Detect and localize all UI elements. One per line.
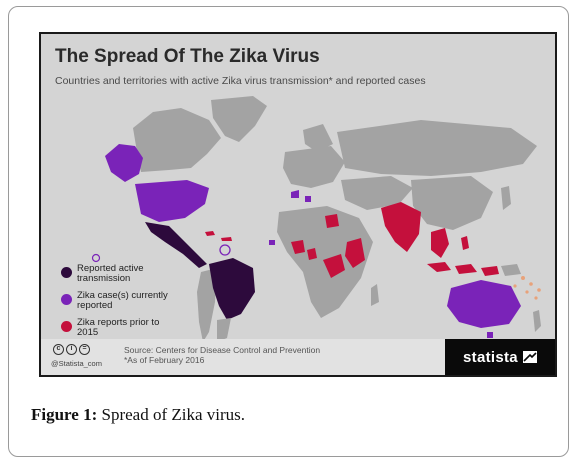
philippines — [461, 236, 469, 250]
caribbean-marker — [219, 244, 231, 256]
legend-label-cases: Zika case(s) currently reported — [77, 290, 168, 311]
canada — [133, 108, 221, 172]
infographic: The Spread Of The Zika Virus Countries a… — [39, 32, 557, 377]
pacific-island-3 — [537, 288, 541, 292]
legend-item-cases: Zika case(s) currently reported — [61, 291, 211, 311]
united-states — [135, 180, 209, 222]
africa-east-prior — [345, 238, 365, 268]
indonesia — [427, 262, 499, 276]
southeast-asia — [431, 228, 449, 258]
cape-verde — [269, 240, 275, 245]
tasmania — [487, 332, 493, 338]
pacific-island-1 — [521, 276, 525, 280]
europe — [283, 146, 345, 188]
scandinavia — [303, 124, 333, 152]
infographic-subtitle: Countries and territories with active Zi… — [55, 75, 426, 87]
legend-swatch-cases — [61, 294, 72, 305]
greenland — [211, 96, 267, 142]
legend-item-active: Reported active transmission — [61, 264, 211, 284]
china — [411, 176, 493, 230]
new-zealand — [533, 310, 541, 332]
legend-item-prior: Zika reports prior to 2015 — [61, 318, 211, 338]
legend-label-prior: Zika reports prior to 2015 — [77, 317, 160, 338]
australia — [447, 280, 521, 328]
legend-label-active: Reported active transmission — [77, 263, 144, 284]
russia — [337, 120, 537, 176]
africa-central-prior — [323, 254, 345, 278]
figure-frame: The Spread Of The Zika Virus Countries a… — [8, 6, 569, 457]
pacific-island-6 — [513, 284, 517, 288]
world-map — [105, 96, 541, 342]
no-derivatives-icon: = — [79, 344, 90, 355]
legend-swatch-prior — [61, 321, 72, 332]
twitter-handle: @Statista_com — [51, 359, 102, 368]
central-asia — [341, 176, 413, 210]
date-note: *As of February 2016 — [124, 355, 205, 365]
pacific-island-5 — [534, 296, 538, 300]
africa-north-prior — [325, 214, 339, 228]
attribution-icon: i — [66, 344, 77, 355]
caribbean — [205, 231, 232, 241]
statista-brand: statista — [445, 339, 555, 375]
japan — [501, 186, 511, 210]
madagascar — [371, 284, 379, 306]
alaska — [105, 144, 143, 182]
mexico-central-america — [145, 222, 207, 268]
map-legend: Reported active transmission Zika case(s… — [61, 264, 211, 345]
infographic-footer: c i = @Statista_com Source: Centers for … — [41, 339, 555, 375]
caption-label: Figure 1: — [31, 405, 98, 424]
figure-caption: Figure 1: Spread of Zika virus. — [31, 405, 245, 425]
source-note: Source: Centers for Disease Control and … — [124, 345, 320, 365]
europe-cases — [291, 190, 311, 202]
south-america-south — [217, 318, 231, 342]
pakistan-india — [381, 202, 421, 252]
south-america-west — [197, 268, 217, 342]
africa-west-prior — [291, 240, 317, 260]
pacific-island-2 — [529, 282, 533, 286]
legend-marker-icon — [91, 253, 101, 263]
pacific-island-4 — [525, 290, 529, 294]
source-line: Source: Centers for Disease Control and … — [124, 345, 321, 355]
cc-icon: c — [53, 344, 64, 355]
south-america-active — [209, 258, 255, 320]
legend-swatch-active — [61, 267, 72, 278]
brand-name: statista — [463, 348, 518, 366]
caption-text: Spread of Zika virus. — [101, 405, 246, 424]
papua-new-guinea — [501, 264, 521, 276]
infographic-title: The Spread Of The Zika Virus — [55, 46, 320, 67]
statista-logo-icon — [522, 351, 537, 363]
creative-commons-icons: c i = — [53, 344, 92, 355]
